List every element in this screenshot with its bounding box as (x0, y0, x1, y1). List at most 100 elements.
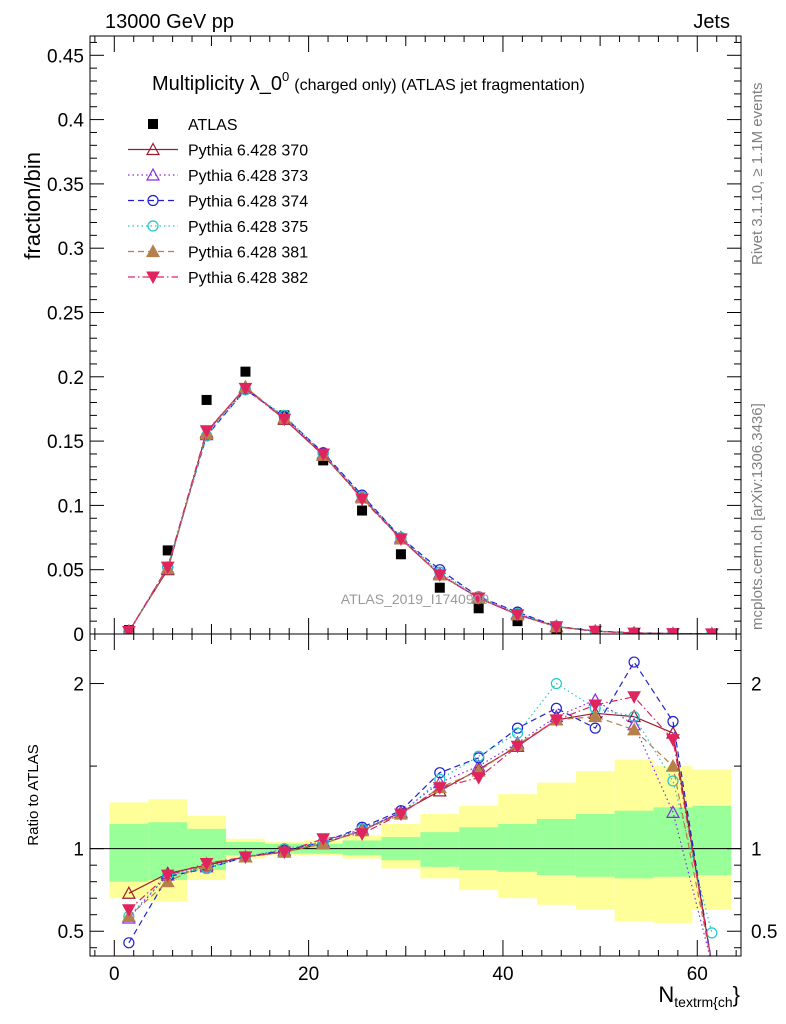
ratio-point-5-4 (277, 846, 292, 860)
stat-uncertainty-band (614, 810, 654, 879)
main-y-tick-label: 0.35 (47, 175, 84, 196)
main-series-line-3 (128, 388, 712, 634)
legend-marker-6 (146, 271, 160, 285)
legend-entry-2: Pythia 6.428 373 (128, 167, 308, 185)
rivet-label: Rivet 3.1.10, ≥ 1.1M events (749, 83, 766, 266)
ratio-point-2-10 (511, 722, 524, 734)
ratio-plot-area (90, 656, 741, 956)
ratio-point-5-10 (510, 740, 525, 754)
main-point-6-4 (277, 413, 292, 427)
ratio-point-2-0 (123, 937, 135, 949)
main-y-tick-label: 0.2 (58, 368, 84, 389)
main-point-6-11 (549, 621, 564, 634)
legend-entry-6: Pythia 6.428 382 (128, 270, 308, 287)
ratio-series-line-2 (128, 660, 712, 956)
stat-uncertainty-band (420, 832, 460, 867)
main-series-6 (122, 382, 719, 634)
stat-uncertainty-band (109, 823, 149, 882)
ratio-point-5-7 (394, 808, 408, 822)
ratio-point-5-1 (160, 869, 175, 883)
ratio-point-5-3 (238, 851, 253, 864)
stat-uncertainty-band (342, 840, 382, 856)
main-point-0-3 (240, 366, 251, 377)
ratio-point-5-9 (471, 772, 486, 785)
main-point-0-6 (357, 505, 368, 516)
ratio-y-tick-label-right: 1 (751, 840, 762, 861)
legend-label-4: Pythia 6.428 375 (188, 219, 308, 236)
main-panel: 0 0.05 0.1 0.15 0.2 0.25 0.3 0.35 0.4 0.45 fracti… (20, 35, 742, 646)
main-point-6-5 (316, 448, 331, 462)
ratio-point-5-13 (627, 691, 641, 704)
ratio-point-4-13 (627, 722, 642, 736)
legend-marker-3 (147, 194, 159, 207)
main-point-6-15 (705, 628, 719, 634)
ratio-point-3-14 (667, 775, 679, 787)
main-title-suffix: (charged only) (ATLAS jet fragmentation) (294, 77, 585, 94)
ratio-series-line-0 (128, 712, 712, 956)
legend-marker-2 (145, 167, 161, 181)
main-y-tick-label: 0 (73, 625, 84, 646)
ratio-point-5-5 (316, 833, 331, 846)
main-y-tick-label: 0.3 (58, 239, 84, 260)
main-y-tick-label: 0.1 (58, 496, 84, 517)
ratio-y-tick-label-right: 2 (751, 675, 762, 696)
ratio-point-4-12 (588, 709, 603, 723)
main-y-tick-label: 0.15 (47, 432, 84, 453)
main-point-6-10 (510, 609, 525, 622)
ratio-point-4-14 (665, 758, 680, 772)
main-point-6-12 (588, 625, 603, 634)
main-point-0-7 (395, 549, 406, 560)
ratio-y-axis-label: Ratio to ATLAS (25, 744, 42, 845)
ratio-point-5-6 (355, 828, 369, 841)
ratio-y-tick-label: 1 (73, 840, 84, 861)
legend-label-0: ATLAS (188, 117, 238, 134)
main-point-6-1 (160, 561, 175, 575)
x-tick-label: 40 (492, 964, 513, 985)
header-right: Jets (693, 11, 730, 33)
ratio-point-3-11 (550, 677, 562, 690)
ratio-point-5-14 (666, 734, 680, 747)
main-point-6-6 (355, 493, 369, 507)
ratio-point-5-2 (199, 858, 214, 871)
ratio-point-3-13 (628, 710, 640, 723)
main-point-6-14 (666, 628, 680, 634)
ratio-point-5-0 (122, 904, 136, 917)
main-series-line-6 (128, 387, 712, 634)
main-title-superscript: 0 (282, 69, 289, 84)
ratio-point-3-15 (706, 927, 718, 939)
ratio-point-5-8 (432, 782, 447, 795)
legend: ATLAS Pythia 6.428 370 Pythia 6.428 373 Pyt… (128, 117, 308, 287)
stat-uncertainty-band (575, 813, 615, 877)
ratio-axes: 0.5 0.51 12 20 20 40 60 (58, 633, 777, 985)
legend-marker-1 (145, 142, 161, 156)
main-point-6-7 (394, 533, 408, 546)
x-tick-label: 20 (298, 964, 319, 985)
main-point-6-9 (471, 592, 486, 606)
main-point-6-2 (199, 425, 214, 438)
stat-uncertainty-band (692, 805, 732, 876)
legend-entry-0: ATLAS (148, 117, 238, 134)
ratio-panel: 0.5 0.51 12 20 20 40 60 Ratio to ATLAS Ntextrm… (25, 633, 777, 1010)
legend-marker-4 (147, 220, 159, 232)
main-point-0-9 (473, 603, 484, 614)
stat-uncertainty-band (536, 818, 576, 876)
main-point-0-1 (162, 545, 173, 556)
main-y-tick-label: 0.25 (47, 303, 84, 324)
x-tick-label: 60 (687, 964, 708, 985)
main-point-6-3 (238, 382, 253, 396)
legend-label-2: Pythia 6.428 373 (188, 168, 308, 185)
ratio-point-1-14 (665, 805, 680, 818)
legend-marker-0 (148, 119, 158, 129)
legend-entry-3: Pythia 6.428 374 (128, 194, 308, 211)
ratio-point-2-12 (589, 722, 601, 734)
main-axes: 0 0.05 0.1 0.15 0.2 0.25 0.3 0.35 0.4 0.45 (47, 35, 742, 646)
x-axis-label: Ntextrm{ch} (658, 982, 740, 1010)
ratio-y-tick-label: 2 (73, 675, 84, 696)
mcplots-label: mcplots.cern.ch [arXiv:1306.3436] (749, 403, 766, 630)
legend-entry-1: Pythia 6.428 370 (128, 142, 308, 160)
watermark: ATLAS_2019_I1740909 (341, 591, 490, 607)
ratio-point-5-12 (588, 699, 603, 713)
legend-marker-5 (145, 244, 161, 258)
main-y-tick-label: 0.4 (58, 111, 85, 132)
